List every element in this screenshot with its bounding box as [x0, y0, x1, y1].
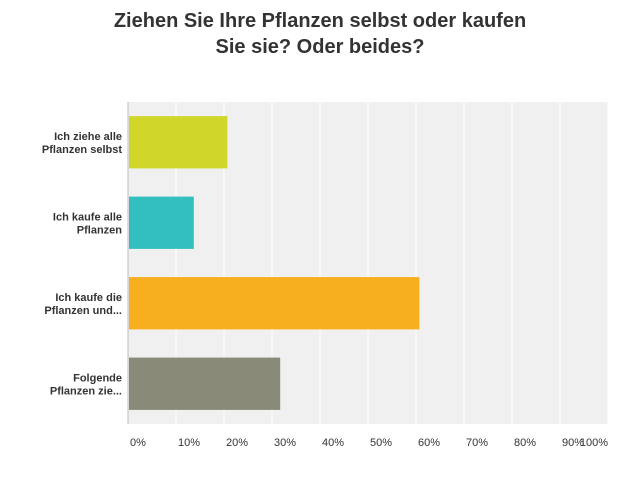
chart-title-line-2: Sie sie? Oder beides?: [215, 36, 425, 58]
x-tick-label: 40%: [322, 437, 344, 449]
chart-title: Ziehen Sie Ihre Pflanzen selbst oder kau…: [60, 8, 580, 60]
category-label: Pflanzen selbst: [42, 144, 122, 156]
category-label: Pflanzen und...: [44, 305, 122, 317]
category-label: Pflanzen zie...: [50, 385, 122, 397]
bar: [129, 116, 228, 169]
category-label: Folgende: [73, 372, 122, 384]
category-label: Ich ziehe alle: [54, 131, 122, 143]
bar: [129, 357, 281, 410]
x-tick-label: 30%: [274, 437, 296, 449]
bar: [129, 196, 194, 249]
x-tick-label: 10%: [178, 437, 200, 449]
x-tick-label: 60%: [418, 437, 440, 449]
x-tick-label: 90%: [562, 437, 584, 449]
chart-title-line-1: Ziehen Sie Ihre Pflanzen selbst oder kau…: [113, 10, 527, 32]
x-tick-label: 20%: [226, 437, 248, 449]
category-label: Ich kaufe alle: [53, 211, 122, 223]
category-label: Pflanzen: [77, 224, 123, 236]
x-tick-label: 100%: [580, 437, 608, 449]
x-tick-label: 70%: [466, 437, 488, 449]
category-label: Ich kaufe die: [55, 292, 122, 304]
bar: [129, 277, 420, 330]
x-tick-label: 80%: [514, 437, 536, 449]
x-tick-label: 50%: [370, 437, 392, 449]
x-tick-label: 0%: [130, 437, 146, 449]
